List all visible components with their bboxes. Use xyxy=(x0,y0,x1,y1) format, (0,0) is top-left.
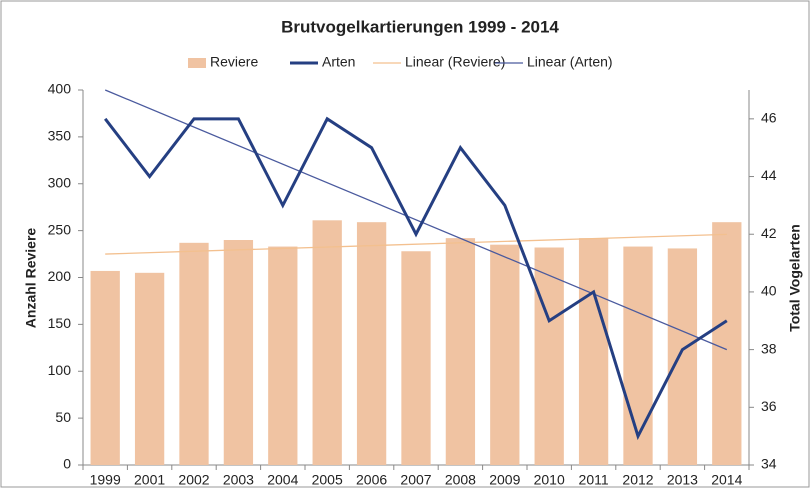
legend-label: Reviere xyxy=(210,54,258,70)
bar xyxy=(490,244,520,465)
trend-line xyxy=(104,89,728,351)
bar xyxy=(578,238,609,465)
chart-title: Brutvogelkartierungen 1999 - 2014 xyxy=(281,17,559,36)
x-tick-label: 2006 xyxy=(356,472,387,488)
y-tick-label: 200 xyxy=(48,268,72,284)
bar xyxy=(534,247,564,465)
y2-tick-label: 40 xyxy=(761,283,777,299)
y-tick-label: 300 xyxy=(48,174,72,190)
legend-label: Arten xyxy=(322,54,355,70)
y-tick-label: 400 xyxy=(48,81,72,97)
x-tick-label: 2009 xyxy=(489,472,520,488)
y-tick-label: 150 xyxy=(48,315,72,331)
x-tick-label: 2002 xyxy=(178,472,209,488)
y-axis-title: Anzahl Reviere xyxy=(23,228,39,329)
x-tick-label: 2008 xyxy=(445,472,476,488)
trend-line xyxy=(105,233,727,255)
x-tick-label: 2013 xyxy=(667,472,698,488)
y-tick-label: 50 xyxy=(55,409,71,425)
bar xyxy=(401,251,431,465)
x-tick-label: 1999 xyxy=(90,472,121,488)
bar xyxy=(223,240,254,465)
y2-tick-label: 34 xyxy=(761,456,777,472)
bar xyxy=(90,270,120,465)
x-tick-label: 2007 xyxy=(400,472,431,488)
line xyxy=(104,116,728,441)
legend-swatch xyxy=(188,58,206,68)
y-tick-label: 0 xyxy=(63,456,71,472)
y2-axis-title: Total Vogelarten xyxy=(787,224,803,332)
x-tick-label: 2010 xyxy=(534,472,565,488)
x-tick-label: 2005 xyxy=(312,472,343,488)
legend-label: Linear (Reviere) xyxy=(405,54,505,70)
y2-tick-label: 42 xyxy=(761,225,777,241)
bar xyxy=(667,248,698,465)
bar xyxy=(268,246,298,465)
x-tick-label: 2001 xyxy=(134,472,165,488)
y2-tick-label: 44 xyxy=(761,167,777,183)
y-tick-label: 350 xyxy=(48,128,72,144)
y2-tick-label: 38 xyxy=(761,340,777,356)
bar xyxy=(134,272,165,465)
bar xyxy=(179,242,209,465)
x-tick-label: 2012 xyxy=(622,472,653,488)
y-tick-label: 100 xyxy=(48,362,72,378)
bar xyxy=(623,246,653,465)
x-tick-label: 2014 xyxy=(711,472,742,488)
bar xyxy=(712,222,742,465)
x-tick-label: 2011 xyxy=(579,472,609,488)
y-tick-label: 250 xyxy=(48,221,72,237)
bar xyxy=(312,220,342,465)
y2-tick-label: 46 xyxy=(761,110,777,126)
x-tick-label: 2003 xyxy=(223,472,254,488)
bar xyxy=(356,222,387,465)
legend-label: Linear (Arten) xyxy=(527,54,613,70)
x-tick-label: 2004 xyxy=(267,472,298,488)
bar xyxy=(445,238,476,465)
y2-tick-label: 36 xyxy=(761,398,777,414)
